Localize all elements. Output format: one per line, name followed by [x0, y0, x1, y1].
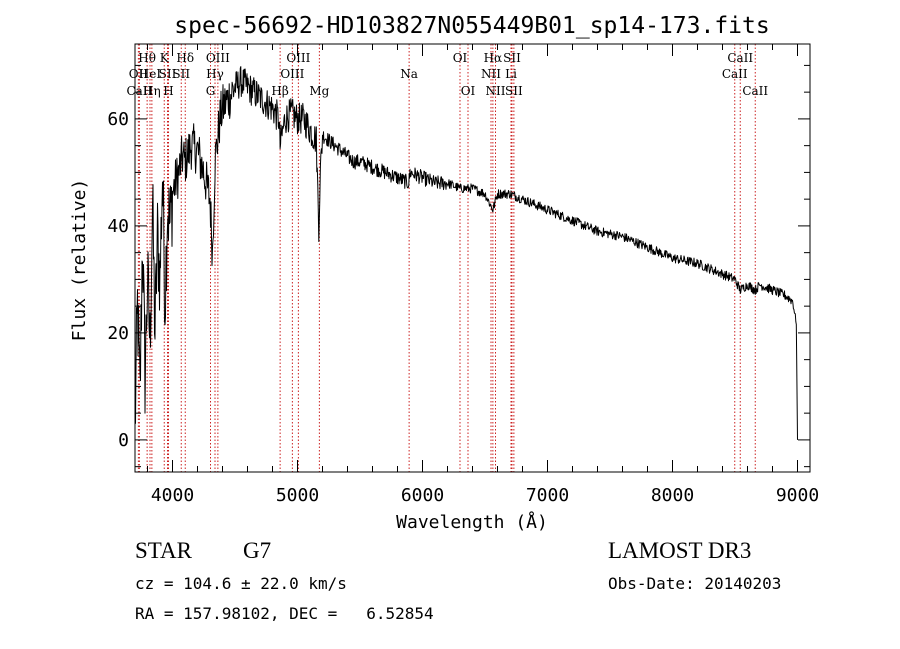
obs-date: Obs-Date: 20140203	[608, 574, 782, 593]
spectrum-line	[134, 66, 798, 440]
spectral-line-label: G	[206, 84, 216, 98]
spectral-line-label: OI	[453, 51, 468, 65]
coordinates: RA = 157.98102, DEC = 6.52854	[135, 604, 434, 623]
survey-name: LAMOST DR3	[608, 538, 752, 563]
spectral-line-label: OIII	[280, 67, 304, 81]
spectral-line-label: Mg	[309, 84, 329, 98]
y-tick-label: 60	[107, 109, 129, 130]
spectral-line-label: SII	[159, 67, 177, 81]
spectral-line-label: Li	[505, 67, 517, 81]
x-tick-label: 6000	[401, 485, 444, 506]
y-tick-label: 20	[107, 323, 129, 344]
y-tick-labels: 0 20 40 60	[107, 109, 129, 451]
x-tick-label: 9000	[776, 485, 819, 506]
object-subclass: G7	[243, 538, 272, 563]
spectral-line-label: Hβ	[271, 84, 288, 98]
spectral-line-label: CaII	[126, 84, 152, 98]
spectral-line-label: OI	[461, 84, 476, 98]
spectral-line-label: Na	[400, 67, 418, 81]
spectral-line-label: Hγ	[206, 67, 224, 81]
spectral-line-label: SII	[172, 67, 190, 81]
x-tick-label: 7000	[526, 485, 569, 506]
spectral-line-label: Hθ	[138, 51, 156, 65]
spectral-line-label: HeI	[139, 67, 162, 81]
y-tick-label: 0	[118, 430, 129, 451]
redshift-info: cz = 104.6 ± 22.0 km/s	[135, 574, 347, 593]
y-axis-label: Flux (relative)	[69, 179, 90, 342]
y-tick-label: 40	[107, 216, 129, 237]
axis-ticks	[135, 44, 810, 472]
spectral-line-label: NII	[481, 67, 501, 81]
spectral-line-label: OII	[129, 67, 149, 81]
spectrum-layer	[134, 66, 798, 440]
spectral-line-label: Hα	[484, 51, 503, 65]
spectral-line-label: CaII	[742, 84, 768, 98]
x-tick-labels: 4000 5000 6000 7000 8000 9000	[151, 485, 819, 506]
x-tick-label: 5000	[276, 485, 319, 506]
spectral-line-label: Hη	[143, 84, 161, 98]
spectral-line-label: SII	[503, 51, 521, 65]
x-tick-label: 8000	[651, 485, 694, 506]
chart-title: spec-56692-HD103827N055449B01_sp14-173.f…	[174, 13, 769, 39]
spectral-lines-layer	[137, 44, 756, 472]
spectral-line-label: Hδ	[176, 51, 194, 65]
x-tick-label: 4000	[151, 485, 194, 506]
object-class: STAR	[135, 538, 192, 563]
spectral-line-label: OIII	[286, 51, 310, 65]
spectral-line-label: OIII	[206, 51, 230, 65]
spectral-line-label: SII	[505, 84, 523, 98]
plot-frame	[134, 43, 811, 473]
spectral-line-label: NII	[486, 84, 506, 98]
spectral-line-label: H	[163, 84, 173, 98]
spectral-line-label: CaII	[722, 67, 748, 81]
spectral-line-label: K	[160, 51, 170, 65]
spectral-line-label: CaII	[727, 51, 753, 65]
x-axis-label: Wavelength (Å)	[396, 511, 548, 533]
